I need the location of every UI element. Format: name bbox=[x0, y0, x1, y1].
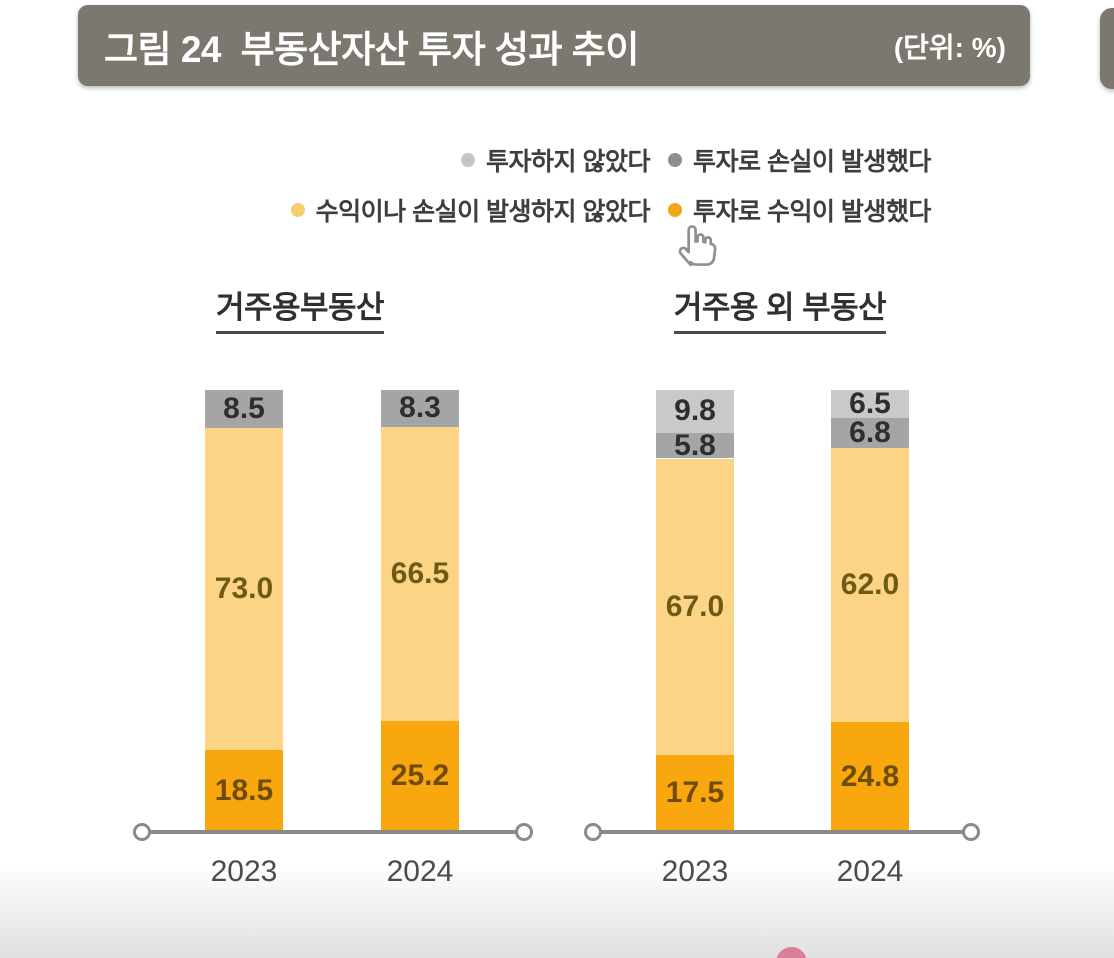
bar-segment: 66.5 bbox=[381, 426, 459, 721]
bar-value-label: 8.3 bbox=[399, 391, 441, 425]
legend-dot-no-profit-no-loss bbox=[290, 203, 305, 217]
legend-dot-loss bbox=[668, 153, 682, 167]
axis-endpoint-circle bbox=[962, 823, 980, 841]
bar-segment: 18.5 bbox=[205, 750, 283, 832]
x-tick-label: 2023 bbox=[210, 855, 278, 888]
bar-segment: 62.0 bbox=[831, 448, 909, 723]
bar-segment: 6.5 bbox=[831, 386, 909, 420]
legend-label-no-profit-no-loss: 수익이나 손실이 발생하지 않았다 bbox=[315, 198, 651, 226]
x-axis-line-right-chart bbox=[594, 830, 972, 834]
bar-value-label: 8.5 bbox=[223, 391, 265, 425]
chart-group-title-non-residential: 거주용 외 부동산 bbox=[580, 282, 980, 334]
chart-group-title-residential: 거주용부동산 bbox=[100, 282, 500, 334]
x-axis-line-left-chart bbox=[143, 830, 525, 834]
bar-segment: 6.8 bbox=[831, 416, 909, 450]
axis-endpoint-circle bbox=[133, 823, 151, 841]
bar-segment: 5.8 bbox=[656, 428, 734, 462]
bar-value-label: 62.0 bbox=[840, 568, 900, 602]
legend-item-profit: 투자로 수익이 발생했다 bbox=[668, 194, 931, 226]
bar-value-label: 66.5 bbox=[390, 556, 450, 590]
bar-segment: 73.0 bbox=[205, 427, 283, 751]
legend-item-loss: 투자로 손실이 발생했다 bbox=[668, 144, 931, 176]
bar-segment: 8.5 bbox=[205, 390, 283, 428]
x-tick-label: 2023 bbox=[661, 855, 729, 888]
bar-segment: 17.5 bbox=[656, 754, 734, 832]
bar-value-label: 9.8 bbox=[674, 394, 716, 428]
axis-endpoint-circle bbox=[515, 823, 533, 841]
bar-value-label: 24.8 bbox=[840, 760, 900, 794]
bar-segment: 24.8 bbox=[831, 722, 909, 832]
bar-segment: 8.3 bbox=[381, 390, 459, 427]
axis-endpoint-circle bbox=[584, 823, 602, 841]
legend-label-loss: 투자로 손실이 발생했다 bbox=[693, 148, 931, 176]
bar-segment: 25.2 bbox=[381, 720, 459, 832]
partial-pink-dot bbox=[776, 947, 807, 958]
adjacent-figure-bar-fragment bbox=[1100, 8, 1114, 89]
bar-value-label: 17.5 bbox=[665, 776, 725, 810]
bar-value-label: 5.8 bbox=[674, 428, 716, 462]
bar-value-label: 18.5 bbox=[214, 774, 274, 808]
bar-segment: 67.0 bbox=[656, 458, 734, 755]
bar-segment: 9.8 bbox=[656, 389, 734, 433]
legend-label-not-invested: 투자하지 않았다 bbox=[486, 148, 650, 176]
bar-value-label: 6.8 bbox=[849, 416, 891, 450]
bar-value-label: 73.0 bbox=[214, 571, 274, 605]
legend-item-no-profit-no-loss: 수익이나 손실이 발생하지 않았다 bbox=[290, 194, 651, 226]
legend-label-profit: 투자로 수익이 발생했다 bbox=[693, 198, 931, 226]
bar-value-label: 25.2 bbox=[390, 759, 450, 793]
bar-value-label: 67.0 bbox=[665, 589, 725, 623]
figure-unit-label: (단위: %) bbox=[893, 31, 1006, 63]
legend-item-not-invested: 투자하지 않았다 bbox=[461, 144, 650, 176]
figure-title: 그림 24 부동산자산 투자 성과 추이 bbox=[104, 28, 639, 70]
figure-title-bar: 그림 24 부동산자산 투자 성과 추이 (단위: %) bbox=[78, 5, 1030, 86]
bar-value-label: 6.5 bbox=[849, 386, 891, 420]
legend-dot-not-invested bbox=[461, 153, 476, 167]
x-tick-label: 2024 bbox=[386, 855, 454, 888]
hand-pointer-cursor-icon bbox=[678, 225, 717, 267]
x-tick-label: 2024 bbox=[836, 855, 904, 888]
legend-dot-profit bbox=[668, 203, 682, 217]
